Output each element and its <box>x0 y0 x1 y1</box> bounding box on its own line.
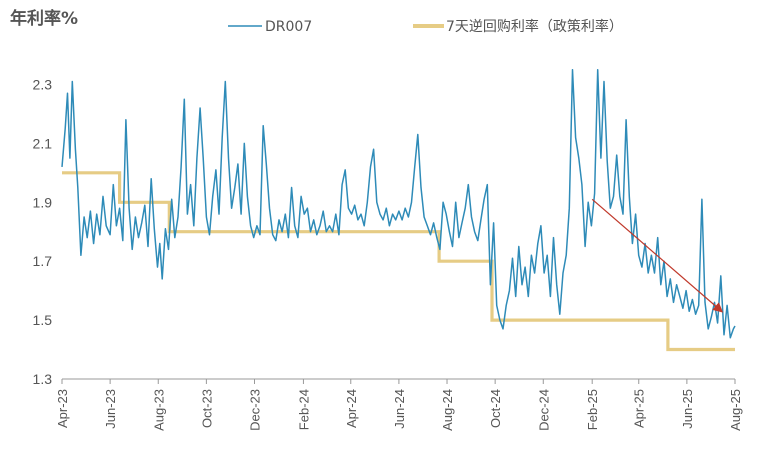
x-tick-label: Feb-25 <box>585 389 600 430</box>
y-axis: 2.3 2.1 1.9 1.7 1.5 1.3 <box>33 76 53 387</box>
dr007-line <box>61 68 736 339</box>
legend-dr007-label: DR007 <box>265 19 312 35</box>
x-tick-label: Dec-24 <box>536 389 551 431</box>
y-tick-label: 2.3 <box>33 76 53 92</box>
x-tick-label: Apr-23 <box>55 389 70 428</box>
x-tick-label: Apr-25 <box>632 389 647 428</box>
x-tick-label: Oct-24 <box>488 389 503 428</box>
y-tick-label: 1.7 <box>33 253 53 269</box>
y-tick-label: 1.5 <box>33 312 53 328</box>
y-tick-label: 2.1 <box>33 135 53 151</box>
x-tick-label: Apr-24 <box>344 389 359 428</box>
x-tick-label: Dec-23 <box>248 389 263 431</box>
y-tick-label: 1.9 <box>33 194 53 210</box>
x-tick-label: Aug-23 <box>151 389 166 431</box>
trend-arrow <box>591 198 724 313</box>
y-axis-unit-label: 年利率% <box>10 9 79 29</box>
x-tick-label: Jun-23 <box>103 389 118 429</box>
x-tick-label: Aug-25 <box>728 389 743 431</box>
legend: DR007 7天逆回购利率（政策利率） <box>228 18 623 35</box>
x-tick-label: Jun-25 <box>680 389 695 429</box>
y-tick-label: 1.3 <box>33 371 53 387</box>
x-tick-label: Jun-24 <box>392 389 407 429</box>
x-tick-label: Aug-24 <box>440 389 455 431</box>
x-tick-label: Oct-23 <box>199 389 214 428</box>
legend-reverse-repo-label: 7天逆回购利率（政策利率） <box>446 18 623 35</box>
x-tick-label: Feb-24 <box>296 389 311 430</box>
x-axis: Apr-23 Jun-23 Aug-23 Oct-23 Dec-23 Feb-24 Apr-… <box>55 379 743 431</box>
